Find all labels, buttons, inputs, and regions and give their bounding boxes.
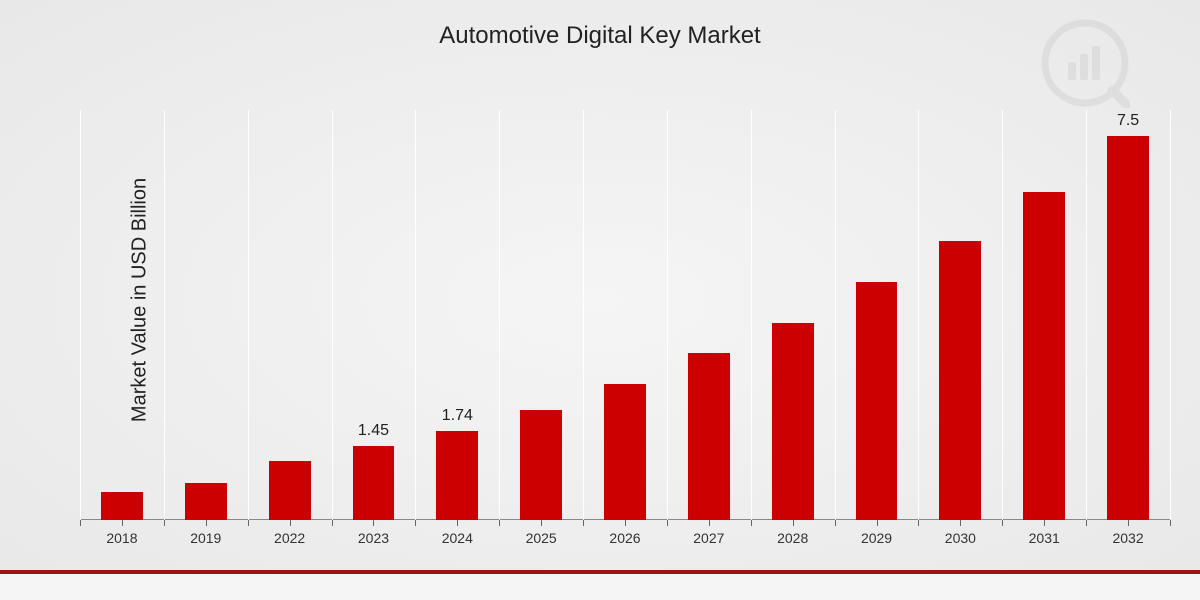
bar	[604, 384, 646, 520]
x-tick	[960, 520, 961, 526]
bar	[688, 353, 730, 520]
grid-line	[332, 110, 333, 520]
x-tick-label: 2023	[358, 530, 389, 546]
x-tick	[541, 520, 542, 526]
x-tick	[625, 520, 626, 526]
bar	[1023, 192, 1065, 520]
x-tick-label: 2027	[693, 530, 724, 546]
bar	[436, 431, 478, 520]
x-tick	[122, 520, 123, 526]
grid-line	[918, 110, 919, 520]
x-tick	[415, 520, 416, 526]
grid-line	[835, 110, 836, 520]
bar-value-label: 1.74	[442, 407, 473, 425]
x-tick	[583, 520, 584, 526]
x-tick	[1044, 520, 1045, 526]
x-tick-label: 2030	[945, 530, 976, 546]
bar	[772, 323, 814, 520]
x-tick-label: 2019	[190, 530, 221, 546]
x-tick	[709, 520, 710, 526]
x-tick	[877, 520, 878, 526]
grid-line	[248, 110, 249, 520]
bar	[185, 483, 227, 520]
x-tick-label: 2029	[861, 530, 892, 546]
x-tick	[332, 520, 333, 526]
x-tick	[835, 520, 836, 526]
footer-accent-bar	[0, 570, 1200, 600]
plot-area: 20182019202220231.4520241.74202520262027…	[80, 110, 1170, 520]
x-tick-label: 2025	[526, 530, 557, 546]
x-tick	[499, 520, 500, 526]
x-tick-label: 2032	[1112, 530, 1143, 546]
bar	[856, 282, 898, 520]
x-tick	[918, 520, 919, 526]
x-tick-label: 2018	[106, 530, 137, 546]
x-tick	[793, 520, 794, 526]
chart-title: Automotive Digital Key Market	[0, 22, 1200, 50]
x-tick	[751, 520, 752, 526]
grid-line	[499, 110, 500, 520]
grid-line	[164, 110, 165, 520]
bar	[269, 461, 311, 520]
grid-line	[667, 110, 668, 520]
grid-line	[415, 110, 416, 520]
grid-line	[583, 110, 584, 520]
grid-line	[80, 110, 81, 520]
x-tick	[373, 520, 374, 526]
bar-value-label: 1.45	[358, 422, 389, 440]
x-tick	[248, 520, 249, 526]
x-tick-label: 2028	[777, 530, 808, 546]
bar	[939, 241, 981, 520]
x-tick	[164, 520, 165, 526]
x-tick	[1086, 520, 1087, 526]
grid-line	[1002, 110, 1003, 520]
grid-line	[751, 110, 752, 520]
bar	[101, 492, 143, 520]
bar-value-label: 7.5	[1117, 112, 1139, 130]
x-tick-label: 2022	[274, 530, 305, 546]
x-tick	[457, 520, 458, 526]
x-tick-label: 2026	[609, 530, 640, 546]
x-tick	[1002, 520, 1003, 526]
x-tick	[206, 520, 207, 526]
x-tick	[1128, 520, 1129, 526]
x-tick	[1170, 520, 1171, 526]
grid-line	[1170, 110, 1171, 520]
bar	[353, 446, 395, 520]
x-tick-label: 2024	[442, 530, 473, 546]
grid-line	[1086, 110, 1087, 520]
x-tick	[290, 520, 291, 526]
x-tick-label: 2031	[1029, 530, 1060, 546]
x-tick	[667, 520, 668, 526]
bar	[520, 410, 562, 520]
x-tick	[80, 520, 81, 526]
bar	[1107, 136, 1149, 520]
